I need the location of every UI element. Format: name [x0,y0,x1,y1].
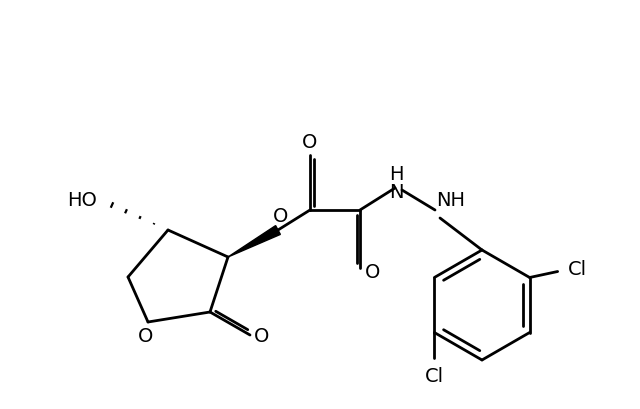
Text: O: O [138,326,154,346]
Polygon shape [228,226,280,257]
Text: Cl: Cl [425,367,444,386]
Text: O: O [254,328,269,346]
Text: O: O [273,207,289,227]
Text: HO: HO [67,191,97,209]
Text: O: O [365,263,381,283]
Text: N: N [388,182,403,202]
Text: H: H [388,164,403,184]
Text: Cl: Cl [568,260,587,279]
Text: O: O [302,133,317,151]
Text: NH: NH [436,191,465,209]
